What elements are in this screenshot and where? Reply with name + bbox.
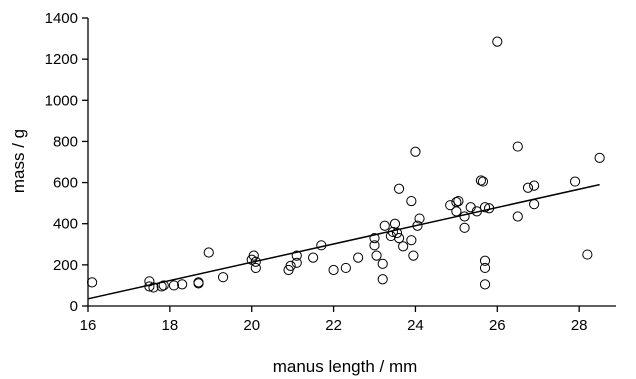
data-point [484,203,495,214]
data-point [86,277,98,288]
data-point [512,141,523,152]
data-point [408,250,419,261]
data-point [377,274,388,285]
data-point [406,235,417,246]
data-point [158,280,169,291]
data-points [86,36,605,293]
data-point [369,233,380,244]
x-axis-title: manus length / mm [273,357,418,376]
data-point [414,213,425,224]
data-point [193,278,204,289]
data-point [406,195,417,207]
data-point [316,240,327,251]
x-tick-label: 18 [162,317,179,334]
data-point [479,262,491,274]
data-point [393,183,405,194]
y-tick-label: 400 [53,216,78,233]
data-point [248,250,259,261]
x-tick-label: 26 [489,317,506,334]
x-tick-label: 16 [80,317,97,334]
data-point [471,206,482,217]
data-point [250,256,261,267]
y-tick-label: 1000 [45,92,78,109]
data-point [451,206,462,217]
data-point [168,280,180,291]
data-point [177,279,188,290]
data-point [391,227,403,239]
data-point [353,252,364,263]
data-point [371,250,382,261]
data-point [340,262,351,274]
data-point [569,176,581,187]
y-axis-title: mass / g [9,129,28,193]
data-point [148,282,159,293]
data-point [389,218,401,229]
data-point [412,220,423,231]
data-point [492,36,503,47]
y-tick-label: 1400 [45,10,78,27]
x-tick-label: 24 [407,317,424,334]
data-point [285,260,296,271]
data-point [379,220,390,231]
data-point [217,272,229,283]
data-point [475,175,487,186]
data-point [594,152,605,163]
data-point [393,233,405,244]
y-tick-label: 800 [53,133,78,150]
data-point [410,146,421,157]
data-point [308,252,319,263]
y-tick-label: 600 [53,175,78,192]
data-point [203,247,214,258]
regression-line [87,183,600,300]
x-tick-label: 28 [571,317,588,334]
data-point [459,222,470,233]
data-point [144,281,155,292]
x-tick-label: 22 [325,317,342,334]
y-tick-label: 0 [70,298,78,315]
data-point [156,281,167,292]
data-point [377,258,388,269]
axis-ticks: 0 200 400 600 800 1000 1200 1400 16 18 20 22 24 26 28 [45,10,588,334]
data-point [529,180,540,191]
x-tick-label: 20 [243,317,260,334]
data-point [529,199,540,210]
data-point [479,279,491,290]
data-point [291,257,302,268]
data-point [398,241,409,252]
data-point [459,211,470,222]
data-point [328,264,339,276]
plot-axes [87,18,616,307]
y-tick-label: 1200 [45,51,78,68]
data-point [522,182,534,193]
data-point [479,255,491,266]
data-point [291,250,302,261]
data-point [250,262,261,274]
y-tick-label: 200 [53,257,78,274]
trendline [87,183,600,300]
data-point [479,202,491,213]
data-point [453,195,464,207]
data-point [477,176,489,187]
data-point [582,249,593,260]
data-point [445,200,456,211]
data-point [369,240,380,251]
data-point [387,226,399,238]
data-point [512,211,523,222]
